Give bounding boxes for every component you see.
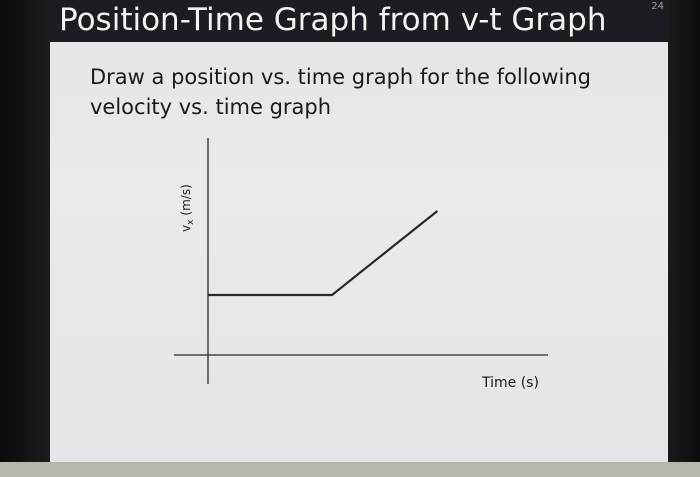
presentation-slide: Position-Time Graph from v-t Graph 24 Dr… xyxy=(50,0,668,462)
slide-number: 24 xyxy=(651,1,664,12)
y-axis-label-main: v xyxy=(179,225,193,232)
monitor-bezel-bottom xyxy=(0,462,700,477)
monitor-bezel-left xyxy=(0,0,50,477)
y-axis-label-unit: (m/s) xyxy=(179,184,193,215)
monitor-bezel-right xyxy=(668,0,700,477)
slide-instruction: Draw a position vs. time graph for the f… xyxy=(90,65,592,119)
series-line-velocity xyxy=(208,210,439,297)
y-axis-label: vx (m/s) xyxy=(179,184,196,232)
y-axis-label-subscript: x xyxy=(186,219,196,225)
slide-title-bar: Position-Time Graph from v-t Graph 24 xyxy=(50,0,668,42)
velocity-time-chart: vx (m/s) Time (s) xyxy=(174,138,548,391)
x-axis-label: Time (s) xyxy=(481,375,539,391)
slide-title: Position-Time Graph from v-t Graph xyxy=(59,2,607,38)
